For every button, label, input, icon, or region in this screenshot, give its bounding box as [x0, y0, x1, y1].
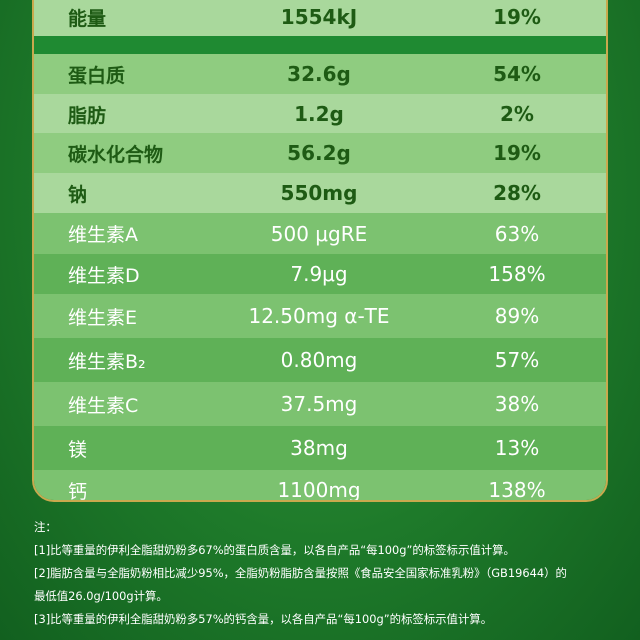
footnotes: 注： [1]比等重量的伊利全脂甜奶粉多67%的蛋白质含量，以各自产品“每100g… — [34, 516, 614, 631]
nrv-percent: 158% — [488, 262, 546, 286]
nutrient-value: 1100mg — [277, 478, 361, 502]
nrv-percent: 19% — [493, 5, 541, 29]
table-row: 钙 1100mg 138% — [34, 470, 606, 502]
table-row: 碳水化合物 56.2g 19% — [34, 133, 606, 173]
nutrient-name: 维生素C — [68, 394, 139, 417]
nutrient-value: 32.6g — [287, 62, 351, 86]
nutrient-name: 能量 — [68, 7, 107, 30]
nutrient-value: 37.5mg — [280, 392, 358, 416]
nrv-percent: 13% — [494, 436, 540, 460]
nutrient-value: 1.2g — [294, 102, 344, 126]
nutrient-value: 38mg — [290, 436, 348, 460]
note-line: [3]比等重量的伊利全脂甜奶粉多57%的钙含量，以各自产品“每100g”的标签标… — [34, 612, 493, 626]
nutrient-name: 钠 — [68, 183, 88, 206]
table-row: 蛋白质 32.6g 54% — [34, 54, 606, 94]
nutrient-value: 500 μgRE — [270, 221, 368, 246]
nrv-percent: 19% — [493, 141, 541, 165]
nutrition-table: 能量 1554kJ 19% 蛋白质 32.6g 54% 脂肪 1.2g 2% 碳水化合物 56.2g… — [32, 0, 608, 502]
nrv-percent: 2% — [500, 102, 534, 126]
nrv-percent: 28% — [493, 181, 541, 205]
table-row: 维生素A 500 μgRE 63% — [34, 213, 606, 254]
notes-title: 注： — [34, 520, 57, 534]
nutrient-name: 维生素D — [68, 264, 140, 287]
nrv-percent: 138% — [488, 478, 546, 502]
table-row: 维生素E 12.50mg α-TE 89% — [34, 294, 606, 338]
nutrient-name: 维生素E — [68, 306, 138, 329]
table-row: 维生素D 7.9μg 158% — [34, 254, 606, 294]
nrv-percent: 89% — [494, 304, 540, 328]
nutrient-value: 0.80mg — [280, 348, 358, 372]
nutrient-value: 56.2g — [287, 141, 351, 165]
table-row: 维生素C 37.5mg 38% — [34, 382, 606, 426]
nutrient-value: 550mg — [280, 181, 358, 205]
nrv-percent: 38% — [494, 392, 540, 416]
nutrient-name: 碳水化合物 — [68, 143, 164, 166]
nutrient-name: 脂肪 — [68, 104, 107, 127]
nutrient-name: 镁 — [68, 438, 88, 461]
note-line: [1]比等重量的伊利全脂甜奶粉多67%的蛋白质含量，以各自产品“每100g”的标… — [34, 543, 515, 557]
table-row: 脂肪 1.2g 2% — [34, 94, 606, 134]
note-line: [2]脂肪含量与全脂奶粉相比减少95%，全脂奶粉脂肪含量按照《食品安全国家标准乳… — [34, 566, 567, 580]
nutrient-name: 蛋白质 — [68, 64, 126, 87]
nutrient-value: 12.50mg α-TE — [248, 304, 390, 328]
nutrient-name: 钙 — [68, 480, 88, 502]
table-row: 镁 38mg 13% — [34, 426, 606, 470]
table-row: 能量 1554kJ 19% — [34, 0, 606, 36]
table-row: 维生素B₂ 0.80mg 57% — [34, 338, 606, 382]
nutrient-name: 维生素A — [68, 224, 138, 246]
note-line: 最低值26.0g/100g计算。 — [34, 589, 168, 603]
nutrient-value: 1554kJ — [280, 5, 358, 29]
nrv-percent: 57% — [494, 348, 540, 372]
nrv-percent: 63% — [494, 221, 540, 246]
nutrient-value: 7.9μg — [290, 262, 348, 286]
nutrient-name: 维生素B₂ — [68, 350, 146, 373]
nrv-percent: 54% — [493, 62, 541, 86]
table-row: 钠 550mg 28% — [34, 173, 606, 213]
